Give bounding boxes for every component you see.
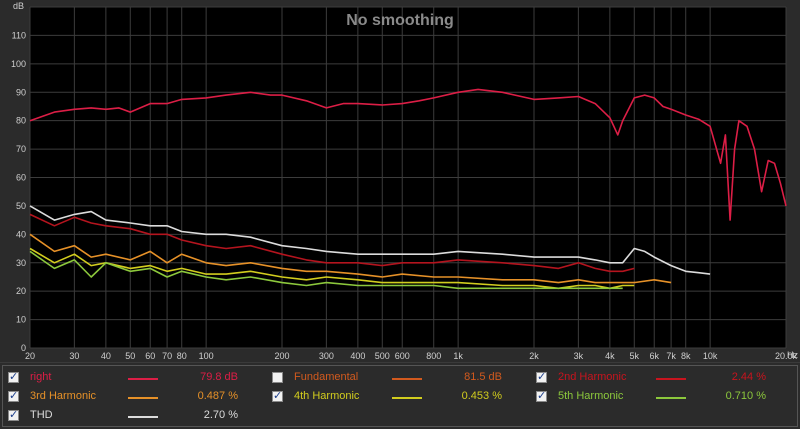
y-tick-label: 80	[16, 116, 26, 126]
legend-label: THD	[30, 409, 53, 421]
legend-value: 81.5 dB	[464, 371, 502, 383]
checkbox-5th-harmonic[interactable]	[536, 389, 547, 402]
x-tick-label: 600	[395, 351, 410, 361]
x-tick-label: 8k	[681, 351, 691, 361]
series-line-2nd-harmonic	[29, 213, 635, 273]
y-tick-label: 50	[16, 201, 26, 211]
y-tick-label: 110	[12, 30, 26, 40]
x-tick-label: 200	[274, 351, 289, 361]
x-tick-label: 4k	[605, 351, 615, 361]
chart-title: No smoothing	[346, 12, 454, 29]
legend-swatch	[392, 378, 422, 380]
y-tick-label: 30	[16, 258, 26, 268]
checkbox-fundamental[interactable]	[272, 372, 283, 383]
legend-value: 0.710 %	[725, 390, 766, 402]
legend-label: right	[30, 371, 52, 383]
legend-frame	[2, 365, 798, 427]
legend-label: 5th Harmonic	[558, 390, 624, 402]
x-tick-label: 30	[69, 351, 79, 361]
x-tick-label: 300	[319, 351, 334, 361]
x-tick-label: 2k	[529, 351, 539, 361]
x-tick-label: 400	[350, 351, 365, 361]
x-tick-label: 80	[177, 351, 187, 361]
x-tick-label: 60	[145, 351, 155, 361]
y-tick-label: 90	[16, 87, 26, 97]
x-tick-label: 7k	[666, 351, 676, 361]
x-tick-label: 20	[25, 351, 35, 361]
x-tick-label: 50	[125, 351, 135, 361]
legend-value: 79.8 dB	[200, 371, 238, 383]
x-tick-label: 800	[426, 351, 441, 361]
legend-value: 0.487 %	[197, 390, 238, 402]
legend-label: Fundamental	[294, 371, 359, 383]
x-tick-label: 20.0k	[775, 351, 798, 361]
y-tick-label: 60	[16, 173, 26, 183]
series-line-right	[29, 88, 787, 221]
checkbox-3rd-harmonic[interactable]	[8, 389, 19, 402]
legend-swatch	[656, 378, 686, 380]
legend-swatch	[128, 416, 158, 418]
legend-value: 2.44 %	[731, 371, 766, 383]
y-tick-label: 0	[21, 343, 26, 353]
x-tick-label: 5k	[630, 351, 640, 361]
frequency-response-chart: 0 10 20 30 40 50 60 70 80 90 100 110 20 30 40 50 60 70 80 1…	[10, 1, 799, 361]
checkbox-4th-harmonic[interactable]	[272, 389, 283, 402]
legend-label: 3rd Harmonic	[30, 390, 97, 402]
legend-swatch	[128, 397, 158, 399]
legend-label: 2nd Harmonic	[558, 371, 627, 383]
x-axis-unit: Hz	[787, 350, 798, 360]
legend-value: 0.453 %	[461, 390, 502, 402]
checkbox-thd[interactable]	[8, 408, 19, 421]
legend-swatch	[128, 378, 158, 380]
series-line-thd	[29, 205, 711, 275]
legend-swatch	[392, 397, 422, 399]
y-tick-label: 20	[16, 286, 26, 296]
series-line-5th-harmonic	[29, 250, 623, 290]
checkbox-right[interactable]	[8, 370, 19, 383]
series-line-4th-harmonic	[29, 247, 635, 290]
legend-panel: right 79.8 dB Fundamental 81.5 dB 2nd Ha…	[0, 362, 800, 429]
x-tick-label: 10k	[703, 351, 718, 361]
x-tick-label: 3k	[574, 351, 584, 361]
y-tick-label: 100	[11, 59, 26, 69]
x-tick-label: 40	[101, 351, 111, 361]
x-tick-label: 1k	[453, 351, 463, 361]
legend-swatch	[656, 397, 686, 399]
x-tick-label: 100	[199, 351, 214, 361]
legend-value: 2.70 %	[203, 409, 238, 421]
x-tick-label: 500	[375, 351, 390, 361]
y-tick-label: 40	[16, 229, 26, 239]
series-line-3rd-harmonic	[29, 233, 672, 284]
y-tick-label: 10	[16, 315, 26, 325]
checkbox-2nd-harmonic[interactable]	[536, 370, 547, 383]
x-tick-label: 70	[162, 351, 172, 361]
y-tick-label: 70	[16, 144, 26, 154]
legend-label: 4th Harmonic	[294, 390, 360, 402]
y-axis-unit: dB	[13, 1, 24, 11]
x-tick-label: 6k	[649, 351, 659, 361]
